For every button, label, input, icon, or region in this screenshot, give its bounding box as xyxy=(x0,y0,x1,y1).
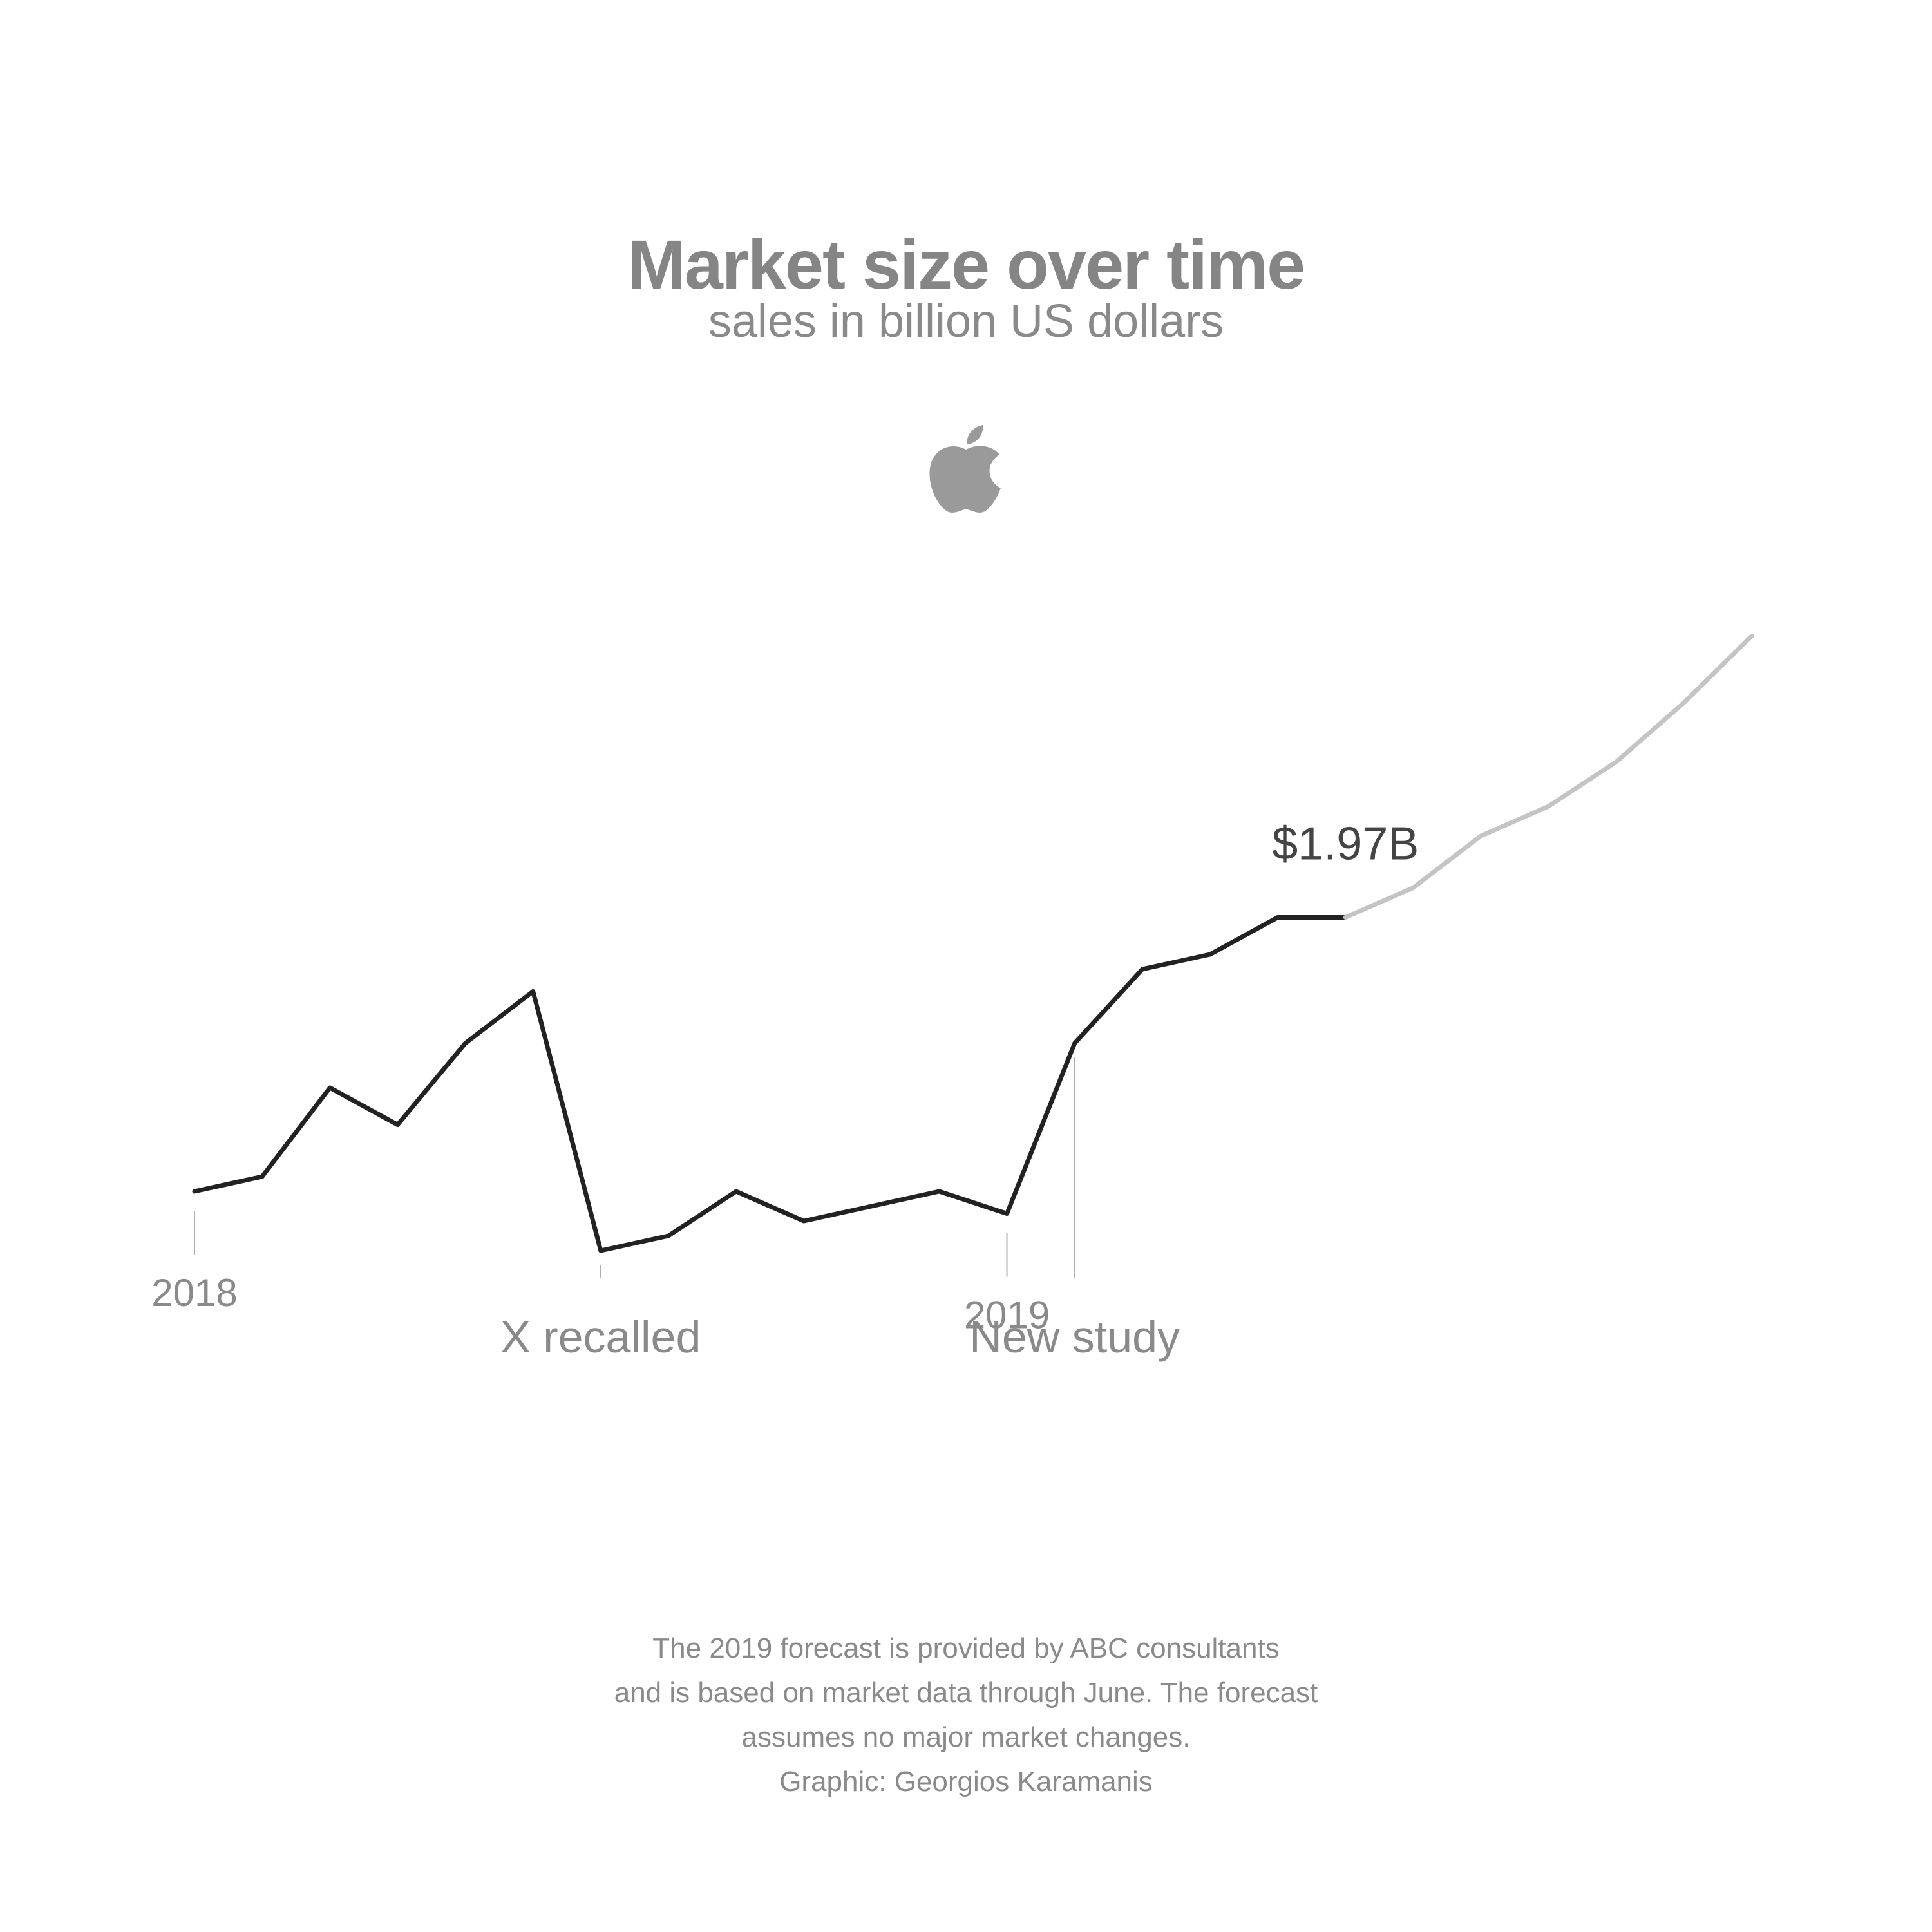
series-line-actual xyxy=(192,915,1348,1253)
apple-logo-icon xyxy=(929,425,1001,513)
series-line-forecast xyxy=(1343,634,1754,920)
footnote-line: Graphic: Georgios Karamanis xyxy=(779,1766,1153,1797)
footnote-line: and is based on market data through June… xyxy=(614,1677,1318,1709)
chart-title: Market size over time xyxy=(627,225,1306,303)
annotation-label-new-study: New study xyxy=(969,1312,1180,1362)
value-label: $1.97B xyxy=(1272,819,1419,870)
chart-labels: 2018 2019 X recalled New study $1.97B xyxy=(151,819,1419,1363)
chart-subtitle: sales in billion US dollars xyxy=(708,296,1224,347)
footnote-line: The 2019 forecast is provided by ABC con… xyxy=(652,1633,1280,1664)
footnote-line: assumes no major market changes. xyxy=(741,1721,1191,1753)
annotation-label-x-recalled: X recalled xyxy=(500,1312,701,1362)
chart-lines xyxy=(192,634,1754,1253)
year-tick-label-2018: 2018 xyxy=(151,1271,237,1314)
year-tick-label-2019: 2019 xyxy=(964,1294,1050,1337)
annotation-guides xyxy=(194,1057,1075,1278)
footnote: The 2019 forecast is provided by ABC con… xyxy=(0,1626,1932,1804)
